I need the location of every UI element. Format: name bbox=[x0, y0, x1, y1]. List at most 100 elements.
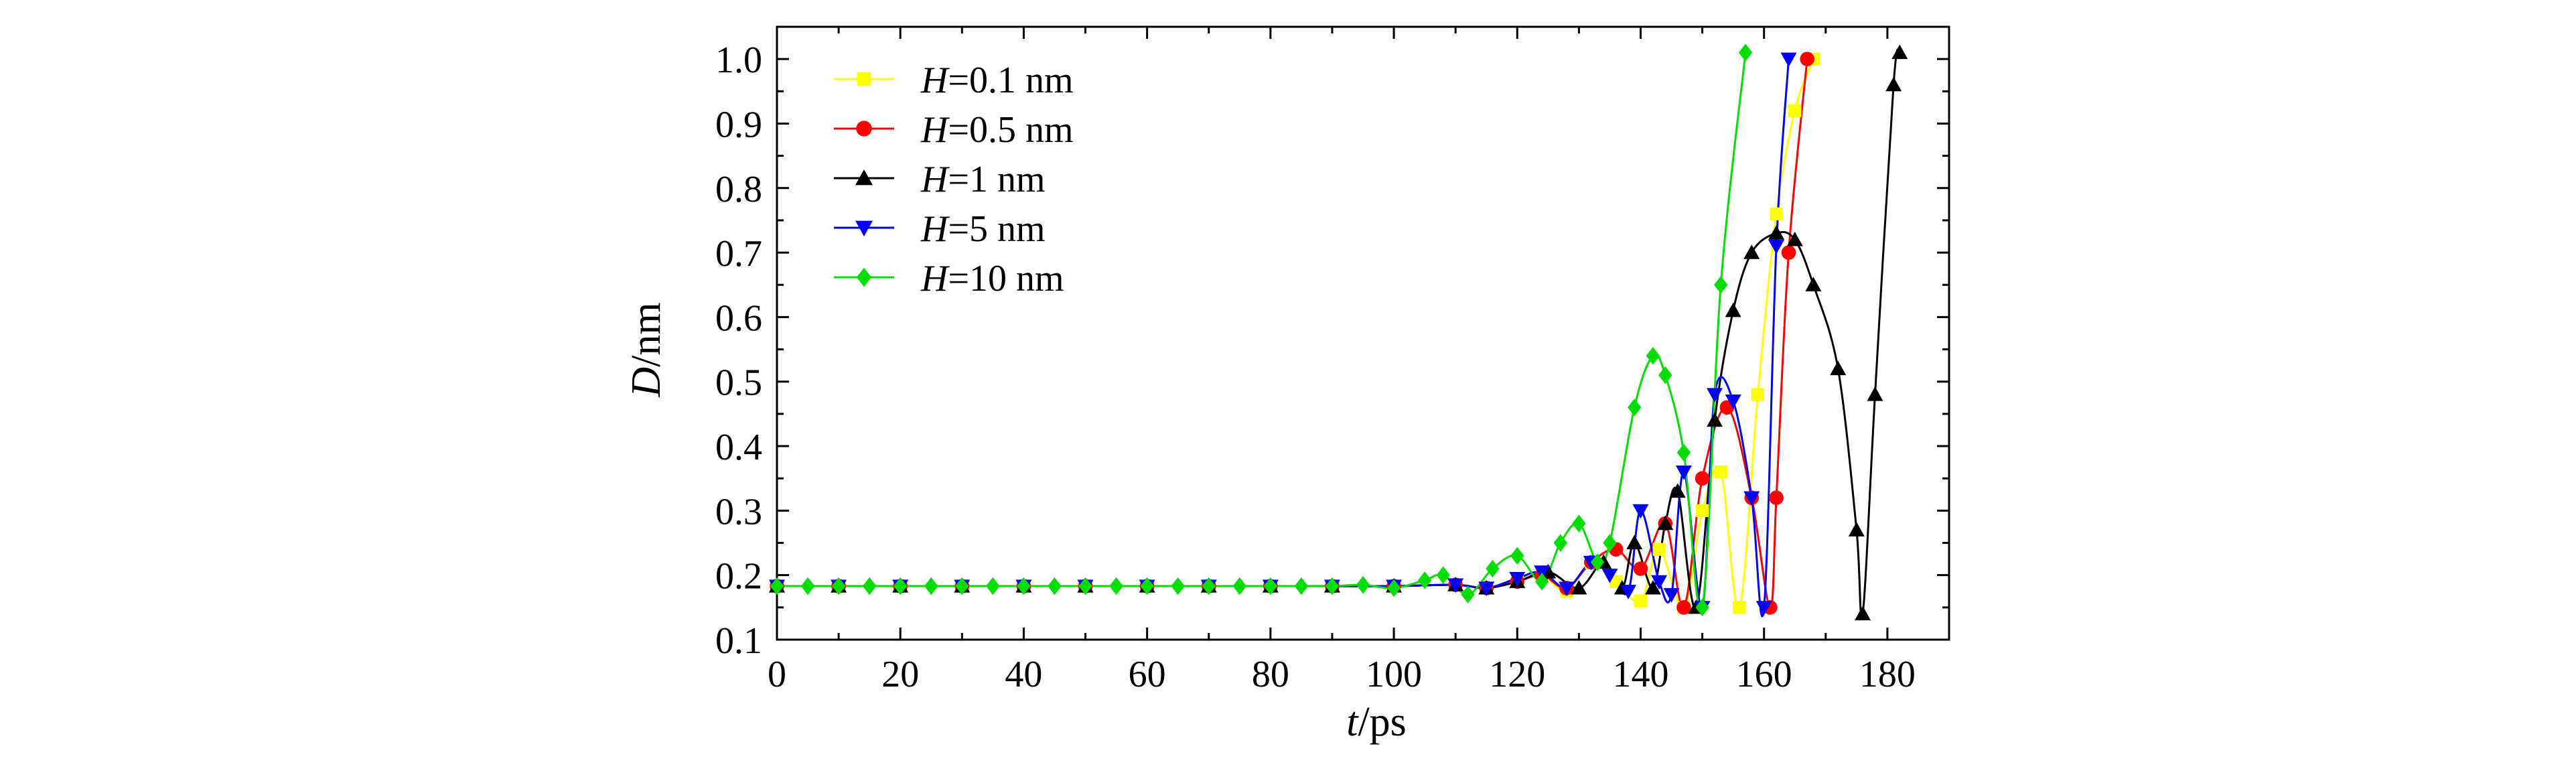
data-point bbox=[1788, 104, 1802, 117]
data-point bbox=[893, 577, 908, 595]
y-tick-label: 0.8 bbox=[715, 169, 762, 210]
legend-marker bbox=[855, 169, 873, 186]
y-tick-label: 0.2 bbox=[715, 556, 762, 597]
legend-label: H=5 nm bbox=[920, 208, 1046, 250]
x-tick-label: 80 bbox=[1252, 654, 1289, 695]
data-point bbox=[1695, 598, 1709, 617]
data-point bbox=[1733, 601, 1746, 614]
legend-label-value: =0.5 nm bbox=[948, 109, 1073, 151]
data-point bbox=[1558, 581, 1575, 596]
data-point bbox=[1534, 573, 1549, 591]
legend-label: H=1 nm bbox=[920, 159, 1046, 200]
data-point bbox=[1867, 386, 1883, 401]
data-point bbox=[1263, 577, 1278, 595]
x-tick-label: 20 bbox=[881, 654, 919, 695]
data-point bbox=[770, 577, 784, 595]
legend-label-value: =1 nm bbox=[948, 159, 1045, 200]
data-point bbox=[1644, 579, 1661, 595]
data-point bbox=[1626, 535, 1643, 550]
data-point bbox=[1534, 565, 1551, 580]
x-tick-label: 120 bbox=[1489, 654, 1545, 695]
legend-label-var: H bbox=[920, 159, 950, 200]
data-point bbox=[1510, 547, 1524, 565]
data-point bbox=[1634, 594, 1648, 608]
data-point bbox=[1646, 347, 1660, 365]
axis-ticks bbox=[776, 25, 1949, 641]
x-tick-label: 180 bbox=[1859, 654, 1916, 695]
data-point bbox=[986, 577, 1000, 595]
data-point bbox=[1658, 366, 1672, 384]
legend-label: H=0.1 nm bbox=[920, 60, 1074, 101]
legend-marker bbox=[855, 220, 873, 236]
data-point bbox=[1756, 601, 1772, 616]
data-point bbox=[1743, 491, 1760, 506]
legend-label-value: =0.1 nm bbox=[948, 60, 1073, 101]
legend-label: H=0.5 nm bbox=[920, 109, 1074, 151]
data-point bbox=[800, 577, 815, 595]
data-point bbox=[1769, 490, 1784, 505]
data-point bbox=[1620, 585, 1637, 599]
data-point bbox=[1417, 571, 1432, 589]
data-point bbox=[1707, 412, 1723, 427]
data-point bbox=[1078, 577, 1092, 595]
data-point bbox=[1830, 360, 1847, 376]
data-point bbox=[1786, 231, 1803, 246]
plot-border bbox=[776, 25, 1950, 641]
data-point bbox=[1553, 534, 1567, 552]
data-point bbox=[1202, 577, 1216, 595]
data-point bbox=[1805, 277, 1822, 291]
data-point bbox=[1743, 244, 1760, 259]
data-point bbox=[1657, 515, 1674, 530]
data-point bbox=[1781, 245, 1796, 260]
x-tick-label: 60 bbox=[1129, 654, 1166, 695]
data-point bbox=[1632, 504, 1649, 519]
data-point bbox=[1509, 571, 1526, 587]
data-point bbox=[1676, 600, 1691, 615]
data-point bbox=[1356, 575, 1370, 594]
legend-label-var: H bbox=[920, 60, 950, 101]
data-point bbox=[955, 577, 969, 595]
data-point bbox=[1651, 575, 1668, 590]
data-point bbox=[1891, 44, 1908, 60]
data-point bbox=[1768, 239, 1785, 255]
data-point bbox=[1633, 561, 1648, 576]
y-tick-label: 0.6 bbox=[715, 297, 762, 339]
data-point bbox=[924, 577, 938, 595]
data-point bbox=[1751, 388, 1765, 401]
data-point bbox=[1571, 579, 1587, 595]
data-point bbox=[1714, 465, 1727, 479]
data-point bbox=[1855, 606, 1871, 621]
data-point bbox=[1232, 577, 1246, 595]
y-tick-label: 0.5 bbox=[715, 362, 762, 404]
legend-label: H=10 nm bbox=[920, 258, 1064, 299]
data-point bbox=[1676, 443, 1691, 461]
data-point bbox=[1609, 575, 1623, 588]
series-markers bbox=[769, 44, 1908, 621]
y-tick-label: 0.3 bbox=[715, 491, 762, 532]
x-tick-label: 100 bbox=[1366, 654, 1422, 695]
y-tick-label: 0.7 bbox=[715, 233, 762, 275]
legend-label-var: H bbox=[920, 208, 950, 250]
legend: H=0.1 nmH=0.5 nmH=1 nmH=5 nmH=10 nm bbox=[834, 60, 1074, 299]
data-point bbox=[1695, 471, 1710, 486]
data-point bbox=[862, 577, 877, 595]
axis-tick-labels: 0 20 40 60 80 100 120 140 160 180 0.1 0.2 0.3 0.4 0.5 0… bbox=[715, 40, 1916, 695]
data-point bbox=[1171, 577, 1185, 595]
legend-label-var: H bbox=[920, 258, 950, 299]
legend-entry-4: H=5 nm bbox=[834, 208, 1046, 250]
data-point bbox=[1885, 76, 1902, 92]
x-axis-title: t/ps bbox=[1346, 699, 1407, 745]
data-point bbox=[1695, 504, 1709, 517]
data-point bbox=[1714, 276, 1728, 294]
data-point bbox=[1386, 579, 1401, 597]
legend-entry-2: H=0.5 nm bbox=[834, 109, 1074, 151]
data-point bbox=[1669, 483, 1686, 498]
data-point bbox=[1652, 543, 1666, 556]
data-point bbox=[1725, 395, 1741, 409]
legend-marker bbox=[856, 267, 872, 287]
data-point bbox=[1768, 225, 1785, 240]
y-axis-unit: /nm bbox=[624, 302, 669, 366]
data-point bbox=[1780, 52, 1797, 68]
plot-frame bbox=[776, 25, 1950, 641]
